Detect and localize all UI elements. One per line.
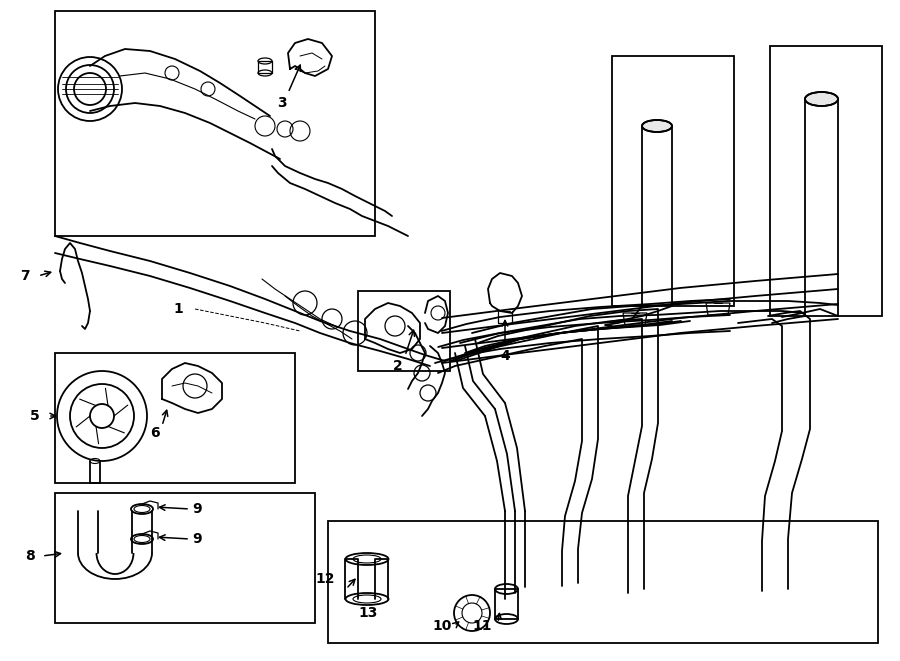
Bar [328, 521, 878, 643]
Text: 2: 2 [393, 359, 403, 373]
Bar [612, 56, 734, 306]
Bar [55, 11, 375, 236]
Text: 1: 1 [173, 302, 183, 316]
Ellipse shape [642, 120, 672, 132]
Text: 10: 10 [433, 619, 452, 633]
Text: 4: 4 [500, 349, 510, 363]
Text: 8: 8 [25, 549, 35, 563]
Bar [358, 291, 450, 371]
Text: 6: 6 [150, 426, 160, 440]
Text: 7: 7 [20, 269, 30, 283]
Text: 11: 11 [472, 619, 492, 633]
Text: 12: 12 [316, 572, 335, 586]
Text: 5: 5 [30, 409, 40, 423]
Text: 9: 9 [192, 502, 202, 516]
Text: 3: 3 [277, 96, 287, 110]
Ellipse shape [805, 92, 838, 106]
Bar [55, 353, 295, 483]
Bar [770, 46, 882, 316]
Text: 13: 13 [358, 606, 378, 620]
Text: 9: 9 [192, 532, 202, 546]
Bar [55, 493, 315, 623]
